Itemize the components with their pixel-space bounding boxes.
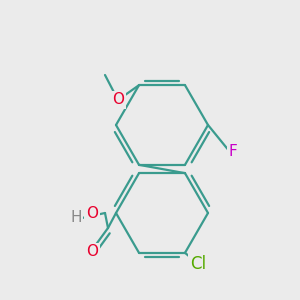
Text: O: O — [86, 244, 98, 260]
Text: O: O — [112, 92, 124, 107]
Text: H: H — [70, 211, 82, 226]
Text: Cl: Cl — [190, 255, 206, 273]
Text: O: O — [86, 206, 98, 220]
Text: F: F — [229, 145, 237, 160]
